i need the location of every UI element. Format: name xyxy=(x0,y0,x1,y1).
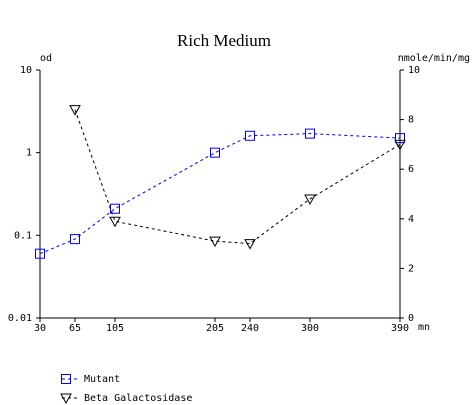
x-tick-label: 390 xyxy=(391,323,409,334)
y2-tick-label: 2 xyxy=(408,263,414,274)
marker xyxy=(110,203,120,214)
y2-tick-label: 6 xyxy=(408,164,414,175)
y2-tick-label: 10 xyxy=(408,65,420,76)
y-tick-label: 10 xyxy=(20,65,32,76)
marker xyxy=(395,133,405,144)
marker xyxy=(70,234,80,245)
y-tick-label: 0.01 xyxy=(8,313,32,324)
marker xyxy=(209,236,221,248)
x-tick-label: 240 xyxy=(241,323,259,334)
marker xyxy=(35,248,45,259)
marker xyxy=(305,128,315,139)
marker xyxy=(109,216,121,228)
y2-tick-label: 8 xyxy=(408,115,414,126)
marker xyxy=(244,239,256,250)
x-axis-label: mn xyxy=(418,322,430,333)
marker xyxy=(69,105,81,116)
x-tick-label: 300 xyxy=(301,323,319,334)
legend-marker xyxy=(61,374,71,384)
x-tick-label: 30 xyxy=(34,323,46,334)
y-tick-label: 0.1 xyxy=(14,230,32,241)
marker xyxy=(210,147,220,158)
y-axis-label: od xyxy=(40,53,52,64)
legend-label: Beta Galactosidase xyxy=(84,393,192,404)
y-tick-label: 1 xyxy=(26,148,32,159)
chart-title: Rich Medium xyxy=(177,31,271,50)
series-line xyxy=(74,109,401,245)
x-tick-label: 65 xyxy=(69,323,81,334)
marker xyxy=(245,130,255,141)
x-tick-label: 105 xyxy=(106,323,124,334)
y2-tick-label: 4 xyxy=(408,214,414,225)
marker xyxy=(394,139,406,151)
legend-label: Mutant xyxy=(84,374,120,385)
y2-axis-label: nmole/min/mg xyxy=(398,53,470,64)
y2-tick-label: 0 xyxy=(408,313,414,324)
marker xyxy=(304,194,316,205)
series-line xyxy=(39,133,401,255)
legend-marker xyxy=(60,393,72,405)
x-tick-label: 205 xyxy=(206,323,224,334)
